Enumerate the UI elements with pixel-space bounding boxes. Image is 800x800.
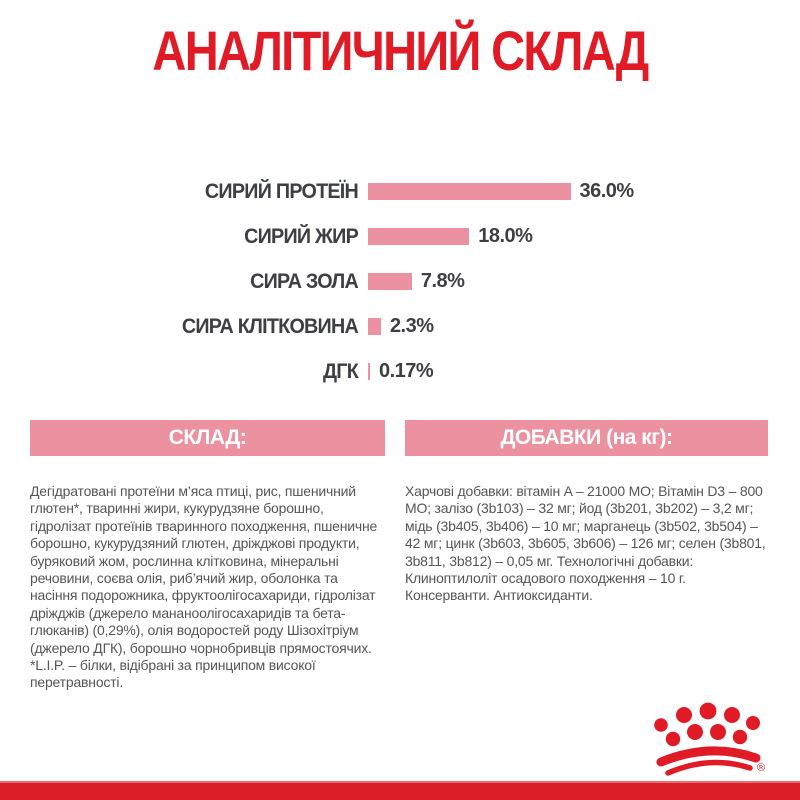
chart-bar bbox=[368, 363, 370, 380]
additives-body-text: Харчові добавки: вітамін A – 21000 МО; В… bbox=[405, 483, 766, 604]
chart-value: 36.0% bbox=[579, 180, 635, 202]
chart-row-protein: СИРИЙ ПРОТЕЇН 36.0% bbox=[30, 169, 770, 214]
chart-bar bbox=[368, 318, 381, 335]
chart-label: СИРИЙ ЖИР bbox=[244, 224, 359, 248]
composition-bar-chart: СИРИЙ ПРОТЕЇН 36.0% СИРИЙ ЖИР 18.0% СИРА… bbox=[30, 169, 770, 394]
chart-value: 2.3% bbox=[389, 315, 434, 337]
chart-label: СИРА КЛІТКОВИНА bbox=[181, 314, 359, 338]
chart-bar bbox=[368, 228, 470, 245]
composition-body-text: Дегідратовані протеїни м’яса птиці, рис,… bbox=[30, 483, 378, 656]
chart-label: СИРИЙ ПРОТЕЇН bbox=[204, 179, 359, 203]
page-title: АНАЛІТИЧНИЙ СКЛАД bbox=[152, 19, 649, 82]
chart-label: СИРА ЗОЛА bbox=[250, 269, 359, 293]
chart-row-fiber: СИРА КЛІТКОВИНА 2.3% bbox=[30, 304, 770, 349]
additives-section: ДОБАВКИ (на кг): Харчові добавки: вітамі… bbox=[405, 420, 768, 605]
chart-row-fat: СИРИЙ ЖИР 18.0% bbox=[30, 214, 770, 259]
additives-header: ДОБАВКИ (на кг): bbox=[405, 420, 768, 456]
registered-trademark-symbol: ® bbox=[757, 762, 765, 774]
composition-section: СКЛАД: Дегідратовані протеїни м’яса птиц… bbox=[30, 420, 385, 692]
composition-header: СКЛАД: bbox=[30, 420, 385, 456]
chart-row-dha: ДГК 0.17% bbox=[30, 349, 770, 394]
chart-bar bbox=[368, 183, 571, 200]
chart-label: ДГК bbox=[322, 359, 359, 383]
chart-bar bbox=[368, 273, 412, 290]
chart-value: 0.17% bbox=[379, 360, 434, 382]
bottom-red-bar bbox=[0, 781, 800, 800]
chart-row-ash: СИРА ЗОЛА 7.8% bbox=[30, 259, 770, 304]
composition-footnote-text: *L.I.P. – білки, відібрані за принципом … bbox=[30, 657, 316, 691]
royal-canin-crown-icon: ® bbox=[654, 702, 765, 776]
chart-value: 7.8% bbox=[420, 270, 465, 292]
chart-value: 18.0% bbox=[478, 225, 533, 247]
